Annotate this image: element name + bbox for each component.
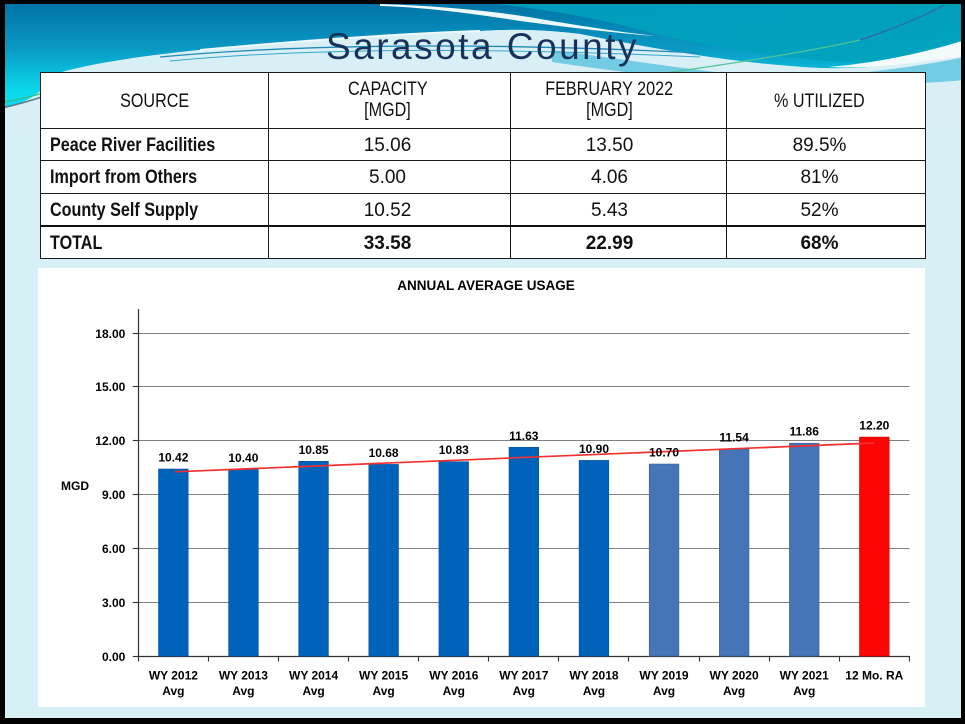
svg-text:Avg: Avg (302, 684, 324, 698)
svg-text:Avg: Avg (723, 684, 745, 698)
svg-text:10.85: 10.85 (299, 443, 329, 457)
svg-text:Avg: Avg (443, 684, 465, 698)
svg-text:12 Mo. RA: 12 Mo. RA (845, 669, 903, 683)
svg-text:Avg: Avg (232, 684, 254, 698)
svg-text:Avg: Avg (793, 684, 815, 698)
svg-text:WY 2015: WY 2015 (359, 669, 408, 683)
svg-text:3.00: 3.00 (102, 596, 126, 610)
svg-text:WY 2016: WY 2016 (429, 669, 478, 683)
svg-text:WY 2018: WY 2018 (569, 669, 618, 683)
svg-text:6.00: 6.00 (102, 542, 126, 556)
svg-text:WY 2019: WY 2019 (639, 669, 688, 683)
svg-text:WY 2014: WY 2014 (289, 669, 338, 683)
svg-text:Avg: Avg (653, 684, 675, 698)
svg-text:10.42: 10.42 (158, 451, 188, 465)
svg-text:11.54: 11.54 (719, 430, 749, 444)
svg-text:Avg: Avg (162, 684, 184, 698)
svg-text:18.00: 18.00 (95, 327, 125, 341)
svg-text:WY 2012: WY 2012 (149, 669, 198, 683)
svg-text:Avg: Avg (372, 684, 394, 698)
svg-text:11.86: 11.86 (790, 425, 820, 439)
svg-text:10.90: 10.90 (579, 442, 609, 456)
svg-text:Avg: Avg (513, 684, 535, 698)
svg-text:10.68: 10.68 (369, 446, 399, 460)
svg-text:ANNUAL AVERAGE USAGE: ANNUAL AVERAGE USAGE (397, 278, 575, 293)
svg-text:Avg: Avg (583, 684, 605, 698)
svg-text:10.70: 10.70 (649, 446, 679, 460)
svg-text:12.20: 12.20 (859, 419, 889, 433)
svg-text:WY 2017: WY 2017 (499, 669, 548, 683)
svg-text:15.00: 15.00 (95, 380, 125, 394)
svg-text:11.63: 11.63 (509, 429, 539, 443)
svg-text:WY 2013: WY 2013 (219, 669, 268, 683)
svg-text:WY 2021: WY 2021 (780, 669, 829, 683)
svg-text:10.83: 10.83 (439, 443, 469, 457)
svg-text:MGD: MGD (61, 479, 89, 493)
svg-text:9.00: 9.00 (102, 488, 126, 502)
svg-text:WY 2020: WY 2020 (710, 669, 759, 683)
svg-text:12.00: 12.00 (95, 434, 125, 448)
svg-text:0.00: 0.00 (102, 650, 126, 664)
svg-text:10.40: 10.40 (228, 451, 258, 465)
